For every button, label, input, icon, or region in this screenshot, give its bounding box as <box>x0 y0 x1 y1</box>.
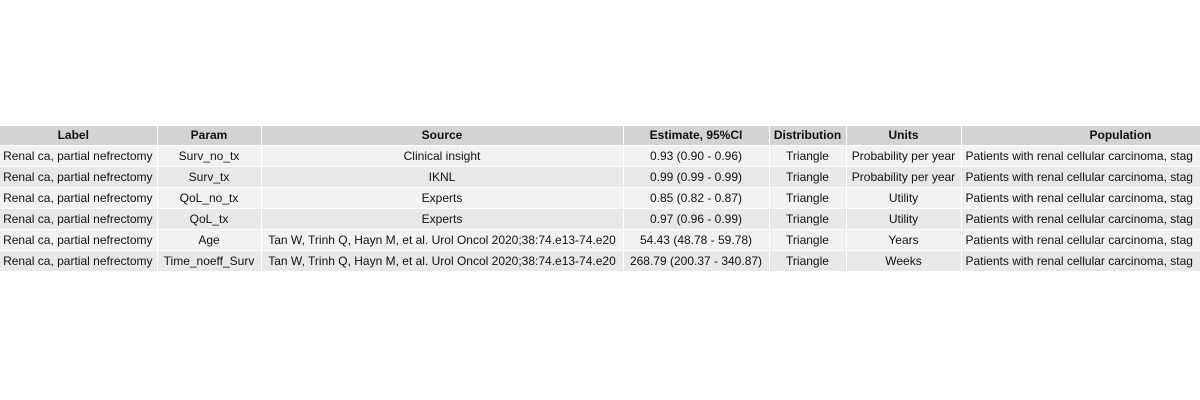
cell-estimate: 0.85 (0.82 - 0.87) <box>623 187 770 209</box>
table-row: Renal ca, partial nefrectomy Surv_tx IKN… <box>0 166 1200 188</box>
cell-param: Time_noeff_Surv <box>157 250 262 272</box>
cell-source: IKNL <box>261 166 624 188</box>
table-row: Renal ca, partial nefrectomy Age Tan W, … <box>0 229 1200 251</box>
cell-units: Probability per year <box>846 145 962 167</box>
cell-estimate: 54.43 (48.78 - 59.78) <box>623 229 770 251</box>
table-row: Renal ca, partial nefrectomy QoL_tx Expe… <box>0 208 1200 230</box>
cell-estimate: 0.93 (0.90 - 0.96) <box>623 145 770 167</box>
cell-units: Utility <box>846 208 962 230</box>
cell-distribution: Triangle <box>769 145 847 167</box>
cell-units: Utility <box>846 187 962 209</box>
cell-label: Renal ca, partial nefrectomy <box>0 166 158 188</box>
cell-label: Renal ca, partial nefrectomy <box>0 145 158 167</box>
cell-population: Patients with renal cellular carcinoma, … <box>961 208 1200 230</box>
cell-units: Weeks <box>846 250 962 272</box>
cell-param: Age <box>157 229 262 251</box>
header-row: Label Param Source Estimate, 95%CI Distr… <box>0 126 1200 146</box>
header-label: Label <box>0 126 158 146</box>
cell-distribution: Triangle <box>769 208 847 230</box>
header-distribution: Distribution <box>769 126 847 146</box>
header-param: Param <box>157 126 262 146</box>
cell-param: Surv_tx <box>157 166 262 188</box>
cell-distribution: Triangle <box>769 166 847 188</box>
cell-source: Experts <box>261 187 624 209</box>
cell-distribution: Triangle <box>769 250 847 272</box>
parameters-table: Label Param Source Estimate, 95%CI Distr… <box>0 126 1200 272</box>
cell-source: Tan W, Trinh Q, Hayn M, et al. Urol Onco… <box>261 229 624 251</box>
header-estimate: Estimate, 95%CI <box>623 126 770 146</box>
header-units: Units <box>846 126 962 146</box>
cell-population: Patients with renal cellular carcinoma, … <box>961 229 1200 251</box>
cell-population: Patients with renal cellular carcinoma, … <box>961 166 1200 188</box>
cell-source: Clinical insight <box>261 145 624 167</box>
cell-population: Patients with renal cellular carcinoma, … <box>961 145 1200 167</box>
cell-label: Renal ca, partial nefrectomy <box>0 229 158 251</box>
cell-units: Probability per year <box>846 166 962 188</box>
table-row: Renal ca, partial nefrectomy Time_noeff_… <box>0 250 1200 272</box>
cell-distribution: Triangle <box>769 187 847 209</box>
table-row: Renal ca, partial nefrectomy Surv_no_tx … <box>0 145 1200 167</box>
cell-label: Renal ca, partial nefrectomy <box>0 250 158 272</box>
cell-param: QoL_no_tx <box>157 187 262 209</box>
cell-estimate: 0.97 (0.96 - 0.99) <box>623 208 770 230</box>
cell-source: Experts <box>261 208 624 230</box>
cell-source: Tan W, Trinh Q, Hayn M, et al. Urol Onco… <box>261 250 624 272</box>
cell-distribution: Triangle <box>769 229 847 251</box>
cell-population: Patients with renal cellular carcinoma, … <box>961 250 1200 272</box>
cell-estimate: 268.79 (200.37 - 340.87) <box>623 250 770 272</box>
cell-units: Years <box>846 229 962 251</box>
cell-param: QoL_tx <box>157 208 262 230</box>
cell-label: Renal ca, partial nefrectomy <box>0 187 158 209</box>
cell-population: Patients with renal cellular carcinoma, … <box>961 187 1200 209</box>
header-source: Source <box>261 126 624 146</box>
header-population: Population <box>961 126 1200 146</box>
cell-param: Surv_no_tx <box>157 145 262 167</box>
cell-label: Renal ca, partial nefrectomy <box>0 208 158 230</box>
cell-estimate: 0.99 (0.99 - 0.99) <box>623 166 770 188</box>
table-row: Renal ca, partial nefrectomy QoL_no_tx E… <box>0 187 1200 209</box>
